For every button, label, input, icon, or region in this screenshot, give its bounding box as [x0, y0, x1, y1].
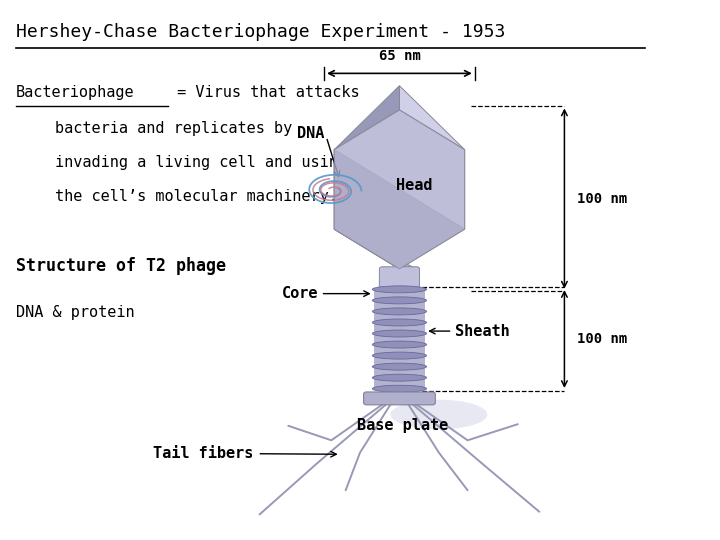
Text: DNA: DNA: [297, 125, 324, 140]
Text: Tail fibers: Tail fibers: [153, 446, 254, 461]
Text: 65 nm: 65 nm: [379, 49, 420, 63]
Text: 100 nm: 100 nm: [577, 192, 628, 206]
Ellipse shape: [372, 374, 426, 381]
Ellipse shape: [372, 385, 426, 392]
FancyBboxPatch shape: [379, 267, 420, 292]
Text: 100 nm: 100 nm: [577, 332, 628, 346]
Text: Core: Core: [282, 286, 318, 301]
Text: Hershey-Chase Bacteriophage Experiment - 1953: Hershey-Chase Bacteriophage Experiment -…: [16, 23, 505, 41]
Text: bacteria and replicates by: bacteria and replicates by: [55, 120, 292, 136]
Ellipse shape: [372, 308, 426, 315]
Ellipse shape: [372, 297, 426, 304]
Polygon shape: [334, 86, 400, 269]
Text: = Virus that attacks: = Virus that attacks: [168, 85, 360, 100]
Text: Bacteriophage: Bacteriophage: [16, 85, 135, 100]
Text: Base plate: Base plate: [357, 418, 449, 433]
Text: invading a living cell and using: invading a living cell and using: [55, 155, 347, 170]
Ellipse shape: [372, 363, 426, 370]
Text: Sheath: Sheath: [455, 323, 510, 339]
Ellipse shape: [372, 341, 426, 348]
FancyBboxPatch shape: [364, 392, 436, 405]
Ellipse shape: [372, 319, 426, 326]
Polygon shape: [374, 289, 426, 389]
Polygon shape: [334, 150, 464, 269]
Polygon shape: [334, 229, 417, 269]
Ellipse shape: [372, 330, 426, 337]
Polygon shape: [334, 86, 464, 150]
Text: the cell’s molecular machinery.: the cell’s molecular machinery.: [55, 190, 338, 205]
Ellipse shape: [390, 400, 487, 429]
Text: Structure of T2 phage: Structure of T2 phage: [16, 256, 226, 274]
Polygon shape: [334, 110, 464, 269]
Ellipse shape: [372, 352, 426, 359]
Text: DNA & protein: DNA & protein: [16, 305, 135, 320]
Polygon shape: [334, 110, 464, 229]
Ellipse shape: [372, 286, 426, 293]
Text: Head: Head: [395, 178, 432, 193]
